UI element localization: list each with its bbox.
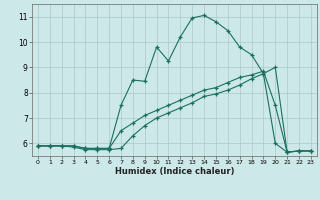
X-axis label: Humidex (Indice chaleur): Humidex (Indice chaleur) xyxy=(115,167,234,176)
